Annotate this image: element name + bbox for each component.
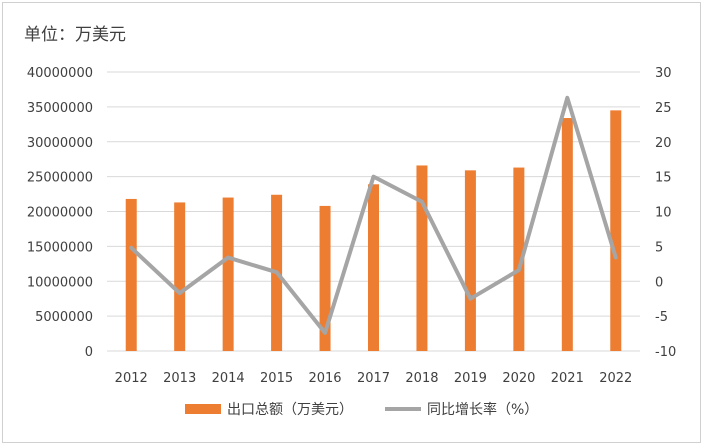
left-tick-label: 10000000 [27,275,93,290]
right-tick-label: 30 [655,66,672,81]
bar [416,165,428,351]
legend-bar-label: 出口总额（万美元） [227,402,353,418]
bar [125,198,137,351]
legend-bar-swatch [185,404,221,414]
chart-frame [2,2,701,443]
bar [610,110,622,351]
right-tick-label: -10 [655,345,676,360]
x-tick-label: 2022 [599,371,632,386]
x-tick-label: 2016 [308,371,341,386]
left-tick-label: 25000000 [27,171,93,186]
left-tick-label: 5000000 [35,310,93,325]
bar [319,205,331,351]
legend-line-label: 同比增长率（%） [427,401,538,418]
x-axis-ticks: 2012 2013 2014 2015 2016 2017 2018 2019 2020 2021… [115,371,633,386]
right-tick-label: -5 [655,310,668,325]
left-axis-ticks: 0 5000000 10000000 15000000 20000000 25000000… [27,66,93,360]
x-tick-label: 2013 [163,371,196,386]
bar [222,197,234,351]
x-tick-label: 2014 [212,371,245,386]
line-series [129,95,618,335]
left-tick-label: 20000000 [27,206,93,221]
bar [513,167,525,351]
x-tick-label: 2012 [115,371,148,386]
left-tick-label: 30000000 [27,136,93,151]
legend: 出口总额（万美元） 同比增长率（%） [185,401,538,418]
left-tick-label: 0 [85,345,93,360]
right-tick-label: 10 [655,206,672,221]
unit-label: 单位：万美元 [24,25,126,45]
right-tick-label: 15 [655,171,672,186]
right-tick-label: 5 [655,240,663,255]
left-tick-label: 40000000 [27,66,93,81]
x-tick-label: 2019 [454,371,487,386]
right-tick-label: 25 [655,101,672,116]
bar [368,184,379,351]
right-tick-label: 20 [655,136,672,151]
bar [561,118,573,351]
bar [174,202,186,351]
bar-series [125,110,622,351]
left-tick-label: 35000000 [27,101,93,116]
left-tick-label: 15000000 [27,240,93,255]
right-tick-label: 0 [655,275,663,290]
line-series-path [129,95,618,335]
x-tick-label: 2015 [260,371,293,386]
x-tick-label: 2020 [502,371,535,386]
x-tick-label: 2018 [405,371,438,386]
bar [464,170,476,351]
x-tick-label: 2021 [551,371,584,386]
x-tick-label: 2017 [357,371,390,386]
right-axis-ticks: -10 -5 0 5 10 15 20 25 30 [655,66,676,360]
